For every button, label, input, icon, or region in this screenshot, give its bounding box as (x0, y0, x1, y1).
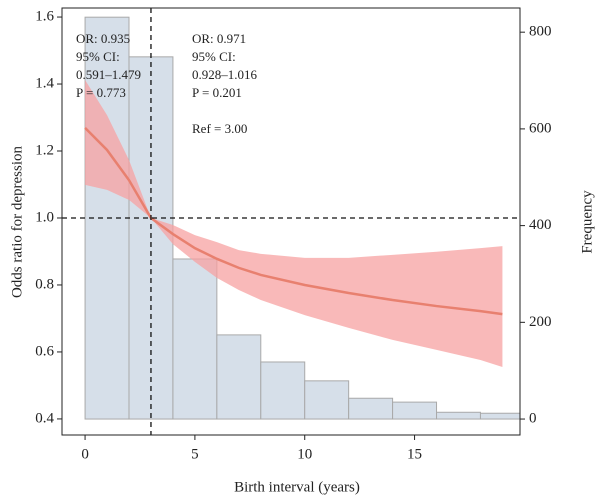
histogram-bar (479, 412, 520, 420)
histogram-bar (216, 334, 262, 420)
x-axis-label: Birth interval (years) (234, 479, 360, 495)
y-tick-label: 1.2 (35, 142, 54, 158)
annotation: OR: 0.971 (192, 31, 246, 46)
or-line (84, 127, 503, 316)
y2-tick-label: 0 (529, 410, 537, 426)
y-tick-label: 0.6 (35, 343, 54, 359)
y-tick-label: 1.4 (35, 75, 54, 91)
annotation: P = 0.773 (76, 85, 126, 100)
x-tick-label: 15 (407, 446, 422, 462)
y-tick-label: 0.8 (35, 276, 54, 292)
histogram-bar (260, 361, 306, 420)
annotation: 95% CI: (76, 49, 120, 64)
histogram-bar (348, 397, 394, 420)
annotation: OR: 0.935 (76, 31, 130, 46)
x-tick-label: 10 (297, 446, 312, 462)
histogram-bar (304, 380, 350, 420)
annotation: 95% CI: (192, 49, 236, 64)
histogram-bar (172, 258, 218, 420)
y2-tick-label: 800 (529, 24, 552, 40)
confidence-band (85, 80, 503, 368)
x-tick-label: 5 (191, 446, 199, 462)
annotation: P = 0.201 (192, 85, 242, 100)
y-tick-label: 1.0 (35, 209, 54, 225)
histogram-bar (392, 401, 438, 420)
y2-tick-label: 400 (529, 217, 552, 233)
annotation: 0.591–1.479 (76, 67, 141, 82)
histogram-bar (436, 411, 481, 420)
y2-tick-label: 200 (529, 314, 552, 330)
x-tick-label: 0 (81, 446, 89, 462)
y-tick-label: 0.4 (35, 410, 54, 426)
annotation: 0.928–1.016 (192, 67, 258, 82)
annotation: Ref = 3.00 (192, 121, 247, 136)
y-tick-label: 1.6 (35, 8, 54, 24)
y2-axis-label: Frequency (579, 190, 595, 254)
y-axis-label: Odds ratio for depression (9, 145, 25, 298)
y2-tick-label: 600 (529, 120, 552, 136)
plot-frame (61, 7, 521, 436)
